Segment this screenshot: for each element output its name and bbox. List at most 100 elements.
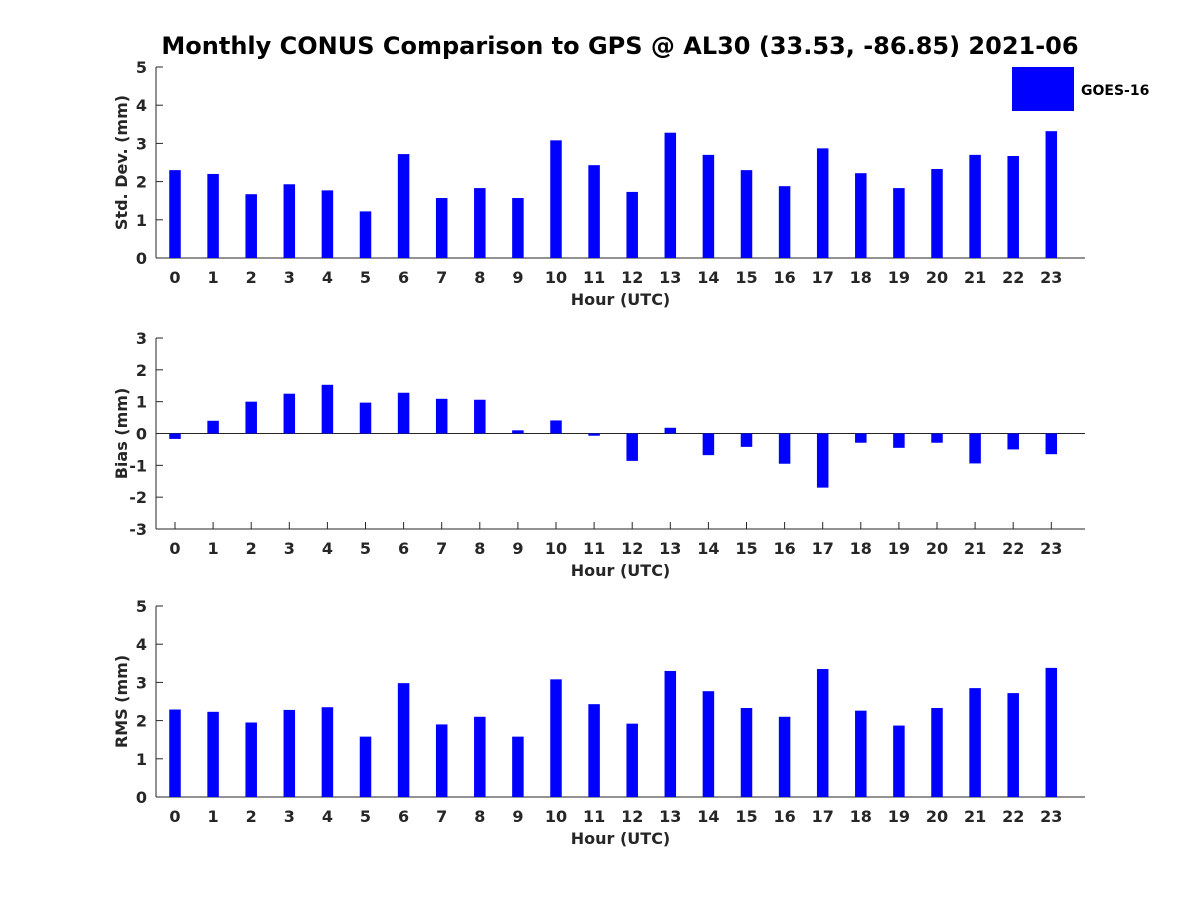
x-tick-label: 4: [322, 539, 333, 558]
x-tick-label: 1: [208, 539, 219, 558]
x-tick-label: 5: [360, 539, 371, 558]
bar-hour-1: [207, 173, 219, 258]
bar-hour-15: [740, 170, 753, 258]
bar-hour-1: [207, 420, 219, 434]
x-tick-label: 17: [812, 268, 834, 287]
y-tick-label: 0: [136, 788, 147, 807]
bar-hour-9: [512, 198, 524, 258]
y-tick-label: -1: [129, 456, 147, 475]
bar-hour-20: [931, 168, 943, 258]
bar-hour-8: [474, 716, 486, 797]
x-tick-label: 23: [1040, 268, 1062, 287]
x-tick-label: 0: [169, 268, 180, 287]
bar-hour-18: [855, 710, 867, 797]
bar-hour-13: [664, 132, 677, 258]
legend-label-goes-16: GOES-16: [1081, 83, 1149, 99]
bar-hour-6: [397, 392, 410, 434]
bar-hour-23: [1045, 131, 1058, 258]
x-tick-label: 11: [583, 539, 605, 558]
x-tick-label: 10: [545, 268, 567, 287]
x-tick-label: 13: [659, 268, 681, 287]
x-tick-label: 21: [964, 807, 986, 826]
y-tick-label: 1: [136, 393, 147, 412]
legend: GOES-16: [1012, 67, 1149, 111]
bar-hour-9: [512, 736, 524, 797]
bar-hour-19: [893, 433, 905, 448]
y-tick-label: 0: [136, 425, 147, 444]
x-tick-label: 1: [208, 807, 219, 826]
x-tick-label: 12: [621, 807, 643, 826]
bar-hour-10: [550, 140, 562, 258]
bar-hour-10: [550, 679, 562, 797]
x-tick-label: 18: [850, 807, 872, 826]
legend-swatch-goes-16: [1012, 67, 1074, 111]
x-tick-label: 5: [360, 268, 371, 287]
bar-hour-5: [359, 402, 372, 434]
x-tick-label: 0: [169, 539, 180, 558]
y-tick-label: -3: [129, 520, 147, 539]
x-tick-label: 15: [735, 268, 757, 287]
x-tick-label: 22: [1002, 539, 1024, 558]
x-tick-label: 20: [926, 268, 948, 287]
bar-hour-13: [664, 427, 677, 434]
bar-hour-19: [893, 725, 905, 797]
x-tick-label: 3: [284, 268, 295, 287]
bar-hour-3: [283, 393, 296, 434]
y-tick-label: 1: [136, 750, 147, 769]
x-tick-label: 8: [474, 268, 485, 287]
bar-hour-14: [702, 154, 715, 258]
y-tick-label: 3: [136, 673, 147, 692]
bar-hour-10: [550, 420, 562, 434]
x-tick-label: 7: [436, 807, 447, 826]
bar-hour-16: [778, 716, 791, 797]
x-tick-label: 13: [659, 807, 681, 826]
x-tick-label: 11: [583, 268, 605, 287]
bar-hour-3: [283, 184, 296, 258]
x-tick-label: 17: [812, 539, 834, 558]
y-tick-label: 2: [136, 712, 147, 731]
bar-hour-4: [321, 190, 334, 258]
x-tick-label: 9: [512, 807, 523, 826]
bar-hour-23: [1045, 667, 1058, 797]
x-tick-label: 18: [850, 268, 872, 287]
y-tick-label: 2: [136, 173, 147, 192]
x-axis-label: Hour (UTC): [571, 829, 671, 848]
bar-hour-0: [169, 709, 181, 797]
x-tick-label: 5: [360, 807, 371, 826]
bar-hour-6: [397, 683, 410, 797]
bar-hour-12: [626, 433, 638, 461]
y-tick-label: 5: [136, 597, 147, 616]
bar-hour-21: [969, 154, 981, 258]
x-tick-label: 16: [773, 268, 795, 287]
bar-hour-11: [588, 165, 600, 258]
bar-hour-12: [626, 191, 638, 258]
x-tick-label: 6: [398, 539, 409, 558]
x-tick-label: 16: [773, 807, 795, 826]
bar-hour-1: [207, 711, 219, 797]
bar-hour-0: [169, 170, 181, 258]
x-tick-label: 2: [246, 807, 257, 826]
bar-hour-8: [474, 399, 486, 434]
bar-hour-5: [359, 211, 372, 258]
bar-hour-2: [245, 194, 257, 258]
x-tick-label: 12: [621, 268, 643, 287]
bar-hour-18: [855, 173, 867, 258]
bar-hour-17: [816, 669, 829, 797]
x-tick-label: 9: [512, 539, 523, 558]
bar-hour-15: [740, 433, 753, 447]
x-tick-label: 20: [926, 539, 948, 558]
bar-hour-2: [245, 722, 257, 797]
x-tick-label: 15: [735, 539, 757, 558]
bar-hour-13: [664, 670, 677, 797]
x-tick-label: 8: [474, 807, 485, 826]
y-tick-label: 2: [136, 361, 147, 380]
bar-hour-22: [1007, 693, 1019, 797]
y-tick-label: 4: [136, 96, 147, 115]
bar-hour-18: [855, 433, 867, 443]
bar-hour-8: [474, 188, 486, 258]
y-tick-label: 3: [136, 134, 147, 153]
